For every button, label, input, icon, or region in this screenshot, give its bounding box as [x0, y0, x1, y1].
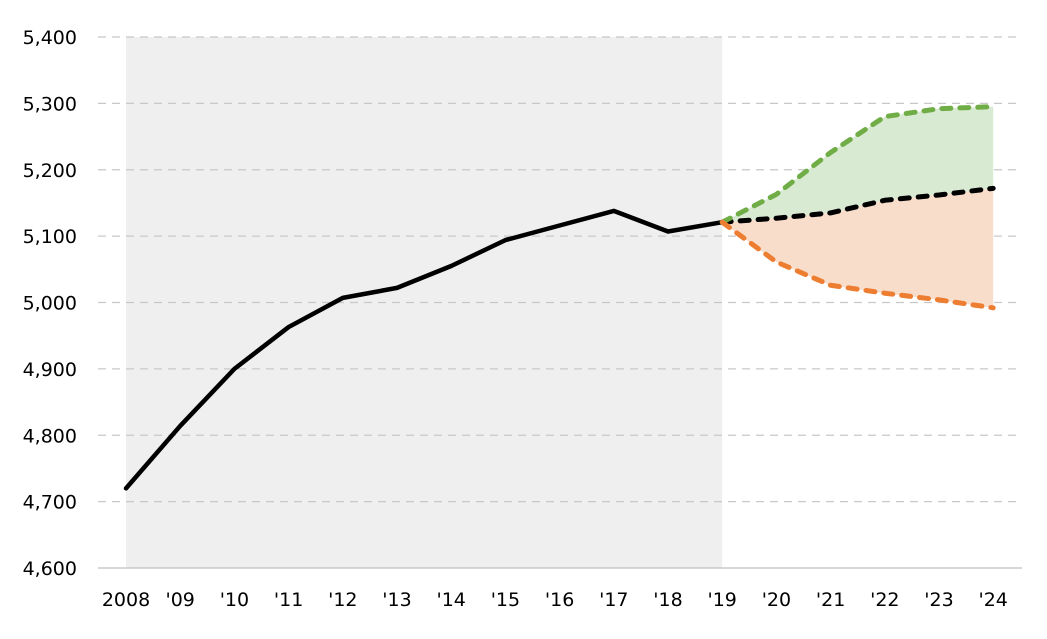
y-tick-label: 5,200: [23, 160, 77, 182]
y-tick-label: 4,800: [23, 425, 77, 447]
y-tick-label: 4,600: [23, 558, 77, 580]
x-tick-label: '22: [870, 589, 899, 611]
x-tick-label: '16: [545, 589, 574, 611]
y-tick-label: 5,000: [23, 293, 77, 315]
x-tick-label: '20: [762, 589, 791, 611]
y-tick-label: 5,100: [23, 226, 77, 248]
x-tick-label: '24: [978, 589, 1007, 611]
x-tick-label: '11: [274, 589, 303, 611]
x-tick-label: '13: [382, 589, 411, 611]
x-tick-label: '12: [328, 589, 357, 611]
x-tick-label: '23: [924, 589, 953, 611]
y-tick-label: 4,700: [23, 492, 77, 514]
x-tick-label: '17: [599, 589, 628, 611]
x-tick-label: '14: [436, 589, 465, 611]
x-tick-label: '09: [165, 589, 194, 611]
x-tick-label: '18: [653, 589, 682, 611]
x-tick-label: '10: [220, 589, 249, 611]
y-tick-label: 4,900: [23, 359, 77, 381]
x-tick-label: '19: [707, 589, 736, 611]
x-tick-label: '21: [816, 589, 845, 611]
x-tick-label: 2008: [102, 589, 150, 611]
y-tick-label: 5,300: [23, 93, 77, 115]
y-tick-label: 5,400: [23, 27, 77, 49]
x-tick-label: '15: [491, 589, 520, 611]
